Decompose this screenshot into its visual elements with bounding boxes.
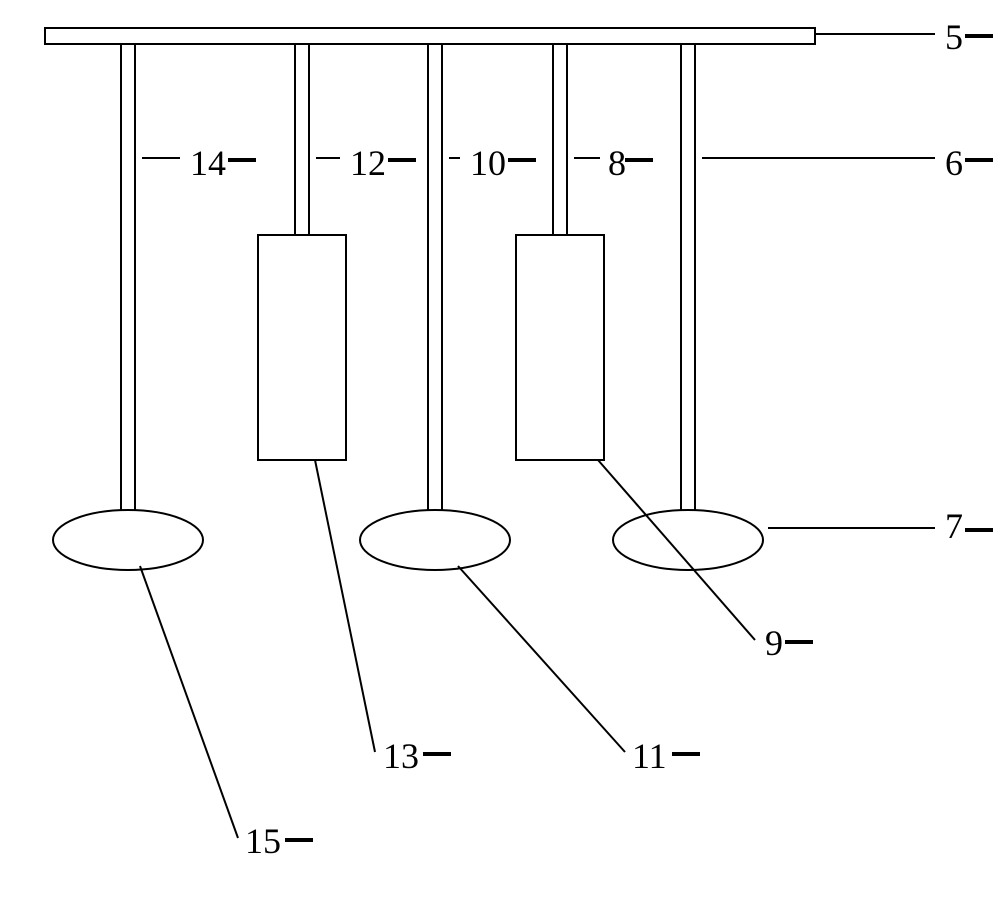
- diagram-canvas: [0, 0, 1000, 910]
- label-tick: [423, 752, 451, 756]
- callout-label-12: 12: [350, 142, 386, 184]
- callout-label-8: 8: [608, 142, 626, 184]
- callout-label-15: 15: [245, 820, 281, 862]
- label-tick: [965, 528, 993, 532]
- label-tick: [388, 158, 416, 162]
- callout-label-5: 5: [945, 16, 963, 58]
- label-tick: [965, 34, 993, 38]
- callout-label-10: 10: [470, 142, 506, 184]
- callout-label-11: 11: [632, 735, 667, 777]
- callout-label-9: 9: [765, 622, 783, 664]
- callout-label-14: 14: [190, 142, 226, 184]
- label-tick: [625, 158, 653, 162]
- callout-label-7: 7: [945, 505, 963, 547]
- label-tick: [965, 158, 993, 162]
- label-tick: [285, 838, 313, 842]
- label-tick: [672, 752, 700, 756]
- label-tick: [508, 158, 536, 162]
- label-tick: [785, 640, 813, 644]
- callout-label-6: 6: [945, 142, 963, 184]
- callout-label-13: 13: [383, 735, 419, 777]
- label-tick: [228, 158, 256, 162]
